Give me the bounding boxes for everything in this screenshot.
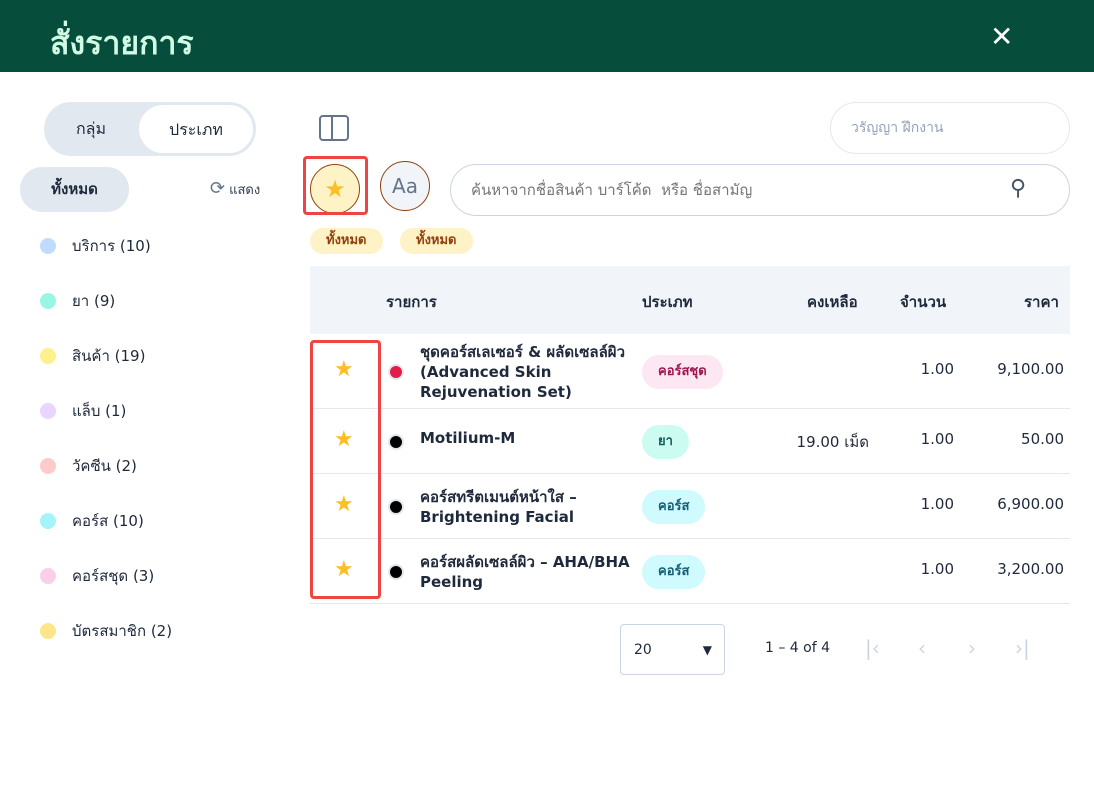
category-dot — [40, 348, 56, 364]
category-label: คอร์ส (10) — [72, 512, 144, 530]
item-color-dot — [388, 433, 404, 450]
group-type-toggle: กลุ่ม ประเภท — [44, 102, 256, 156]
page-size-select[interactable]: 20 ▼ — [620, 624, 725, 675]
star-icon: ★ — [324, 175, 346, 203]
search-icon[interactable]: ⚲ — [1010, 176, 1027, 201]
search-input[interactable] — [450, 164, 1070, 216]
highlight-box — [310, 340, 381, 599]
table-row[interactable]: ★ Motilium-M ยา 19.00 เม็ด 1.00 50.00 — [310, 409, 1070, 474]
toggle-type[interactable]: ประเภท — [138, 104, 254, 154]
favorite-star-icon[interactable]: ★ — [334, 491, 354, 517]
table-row[interactable]: ★ ชุดคอร์สเลเซอร์ & ผลัดเซลล์ผิว (Advanc… — [310, 335, 1070, 409]
pagination-range: 1 – 4 of 4 — [765, 640, 831, 656]
col-qty: จำนวน — [900, 293, 947, 311]
category-dot — [40, 403, 56, 419]
category-dot — [40, 293, 56, 309]
favorite-star-icon[interactable]: ★ — [334, 426, 354, 452]
col-item: รายการ — [386, 293, 437, 311]
category-item[interactable]: คอร์สชุด (3) — [40, 564, 154, 588]
qty-value[interactable]: 1.00 — [920, 429, 954, 448]
item-color-dot — [388, 498, 404, 515]
type-badge: คอร์ส — [642, 554, 706, 589]
qty-value[interactable]: 1.00 — [920, 360, 954, 378]
table-row[interactable]: ★ คอร์สผลัดเซลล์ผิว – AHA/BHA Peeling คอ… — [310, 539, 1070, 604]
type-badge: คอร์สชุด — [642, 355, 723, 389]
category-item[interactable]: วัคซีน (2) — [40, 454, 137, 478]
type-badge: คอร์ส — [642, 489, 706, 524]
sidebar-toggle-icon[interactable] — [319, 115, 349, 141]
item-color-dot — [388, 364, 404, 380]
category-dot — [40, 458, 56, 474]
close-icon[interactable]: ✕ — [990, 20, 1014, 53]
category-label: แล็บ (1) — [72, 402, 127, 420]
category-dot — [40, 568, 56, 584]
filter-chip[interactable]: ทั้งหมด — [400, 228, 473, 254]
refresh-icon: ⟳ — [210, 178, 226, 199]
type-badge: ยา — [642, 424, 689, 459]
prev-page-icon[interactable]: ‹ — [918, 636, 926, 660]
page-size-value: 20 — [634, 642, 652, 658]
item-color-dot — [388, 563, 404, 580]
category-dot — [40, 623, 56, 639]
category-item[interactable]: สินค้า (19) — [40, 344, 145, 368]
favorite-star-icon[interactable]: ★ — [334, 556, 354, 582]
category-label: ยา (9) — [72, 292, 116, 310]
table-header: รายการ ประเภท คงเหลือ จำนวน ราคา — [310, 266, 1070, 334]
item-name: ชุดคอร์สเลเซอร์ & ผลัดเซลล์ผิว (Advanced… — [420, 343, 626, 401]
category-item[interactable]: ยา (9) — [40, 289, 115, 313]
category-item[interactable]: บัตรสมาชิก (2) — [40, 619, 172, 643]
price-value: 6,900.00 — [997, 494, 1064, 513]
price-value: 3,200.00 — [997, 559, 1064, 578]
price-value: 9,100.00 — [997, 360, 1064, 378]
qty-value[interactable]: 1.00 — [920, 559, 954, 578]
category-item[interactable]: บริการ (10) — [40, 234, 151, 258]
col-price: ราคา — [1024, 293, 1059, 311]
stock-value: 19.00 เม็ด — [796, 432, 869, 451]
qty-value[interactable]: 1.00 — [920, 494, 954, 513]
toggle-group[interactable]: กลุ่ม — [75, 119, 107, 138]
col-stock: คงเหลือ — [807, 293, 858, 311]
last-page-icon[interactable]: ›| — [1015, 636, 1030, 660]
col-type: ประเภท — [642, 293, 693, 311]
user-field[interactable]: วรัญญา ฝึกงาน — [830, 102, 1070, 154]
font-toggle-button[interactable]: Aa — [380, 161, 430, 211]
filter-chip[interactable]: ทั้งหมด — [310, 228, 383, 254]
category-item[interactable]: คอร์ส (10) — [40, 509, 144, 533]
favorite-star-icon[interactable]: ★ — [334, 357, 354, 382]
category-dot — [40, 238, 56, 254]
next-page-icon[interactable]: › — [968, 636, 976, 660]
highlight-box — [303, 156, 368, 215]
item-name: Motilium-M — [420, 428, 516, 447]
category-label: บริการ (10) — [72, 237, 151, 255]
first-page-icon[interactable]: |‹ — [865, 636, 880, 660]
category-item[interactable]: แล็บ (1) — [40, 399, 126, 423]
favorite-filter-button[interactable]: ★ — [310, 164, 360, 214]
all-categories-button[interactable]: ทั้งหมด — [20, 167, 129, 212]
category-label: คอร์สชุด (3) — [72, 567, 155, 585]
refresh-label: แสดง — [229, 183, 261, 198]
caret-down-icon: ▼ — [702, 643, 712, 657]
modal-header: สั่งรายการ ✕ — [0, 0, 1094, 72]
item-name: คอร์สทรีตเมนต์หน้าใส – Brightening Facia… — [420, 487, 577, 526]
category-label: บัตรสมาชิก (2) — [72, 622, 173, 640]
item-name: คอร์สผลัดเซลล์ผิว – AHA/BHA Peeling — [420, 552, 630, 591]
refresh-button[interactable]: ⟳ แสดง — [210, 178, 260, 200]
category-label: วัคซีน (2) — [72, 457, 137, 475]
table-row[interactable]: ★ คอร์สทรีตเมนต์หน้าใส – Brightening Fac… — [310, 474, 1070, 539]
category-dot — [40, 513, 56, 529]
category-label: สินค้า (19) — [72, 347, 146, 365]
price-value: 50.00 — [1021, 429, 1064, 448]
modal-title: สั่งรายการ — [50, 24, 194, 62]
